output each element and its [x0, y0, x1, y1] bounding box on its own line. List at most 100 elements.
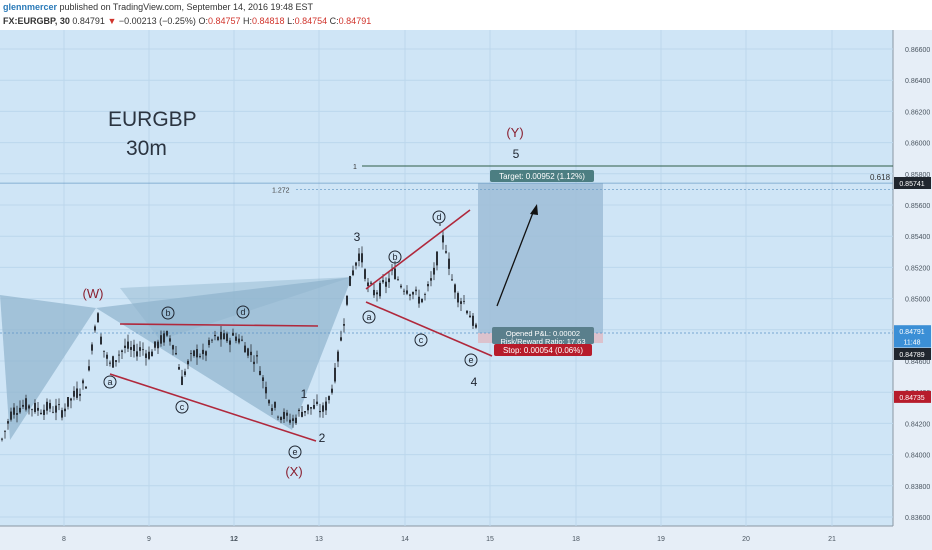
candle-body [4, 430, 6, 432]
chart-header: glennmercer published on TradingView.com… [0, 0, 932, 30]
price-tick-label: 0.85800 [905, 172, 930, 179]
price-tick-label: 0.85600 [905, 203, 930, 210]
candle-body [292, 418, 294, 421]
symbol-label[interactable]: FX:EURGBP, 30 [3, 16, 70, 26]
trendlines[interactable] [109, 204, 538, 442]
wave-letter: c [180, 402, 185, 412]
candle-body [97, 313, 99, 323]
wave-X-label: (X) [285, 464, 302, 479]
candle-body [313, 404, 315, 409]
candle-body [91, 344, 93, 351]
wave-1-label: 1 [301, 387, 308, 401]
candle-body [226, 333, 228, 342]
candle-body [352, 270, 354, 276]
candle-body [196, 349, 198, 358]
candle-body [151, 351, 153, 357]
candle-body [400, 285, 402, 288]
candle-body [430, 278, 432, 281]
time-tick-label: 15 [486, 536, 494, 543]
candle-body [130, 347, 132, 350]
price-change: −0.00213 (−0.25%) [118, 16, 196, 26]
candle-body [295, 417, 297, 424]
candle-body [31, 409, 33, 411]
candle-body [61, 410, 63, 418]
candle-body [223, 333, 225, 340]
time-tick-label: 19 [657, 536, 665, 543]
candle-body [277, 416, 279, 418]
target-label: Target: 0.00952 (1.12%) [499, 172, 585, 181]
publish-info: glennmercer published on TradingView.com… [3, 2, 313, 13]
wave-W-label: (W) [83, 286, 104, 301]
price-tick-label: 0.86000 [905, 141, 930, 148]
price-tick-label: 0.86200 [905, 109, 930, 116]
target-zone [478, 183, 603, 333]
pattern-triangle [0, 295, 96, 440]
candle-body [214, 334, 216, 337]
open-value: 0.84757 [207, 16, 241, 26]
price-tick-label: 0.84000 [905, 453, 930, 460]
wave-circle [236, 305, 250, 319]
candle-body [220, 331, 222, 340]
candle-body [325, 401, 327, 411]
candle-body [88, 366, 90, 371]
candle-body [322, 405, 324, 412]
candle-body [427, 284, 429, 287]
candle-body [370, 282, 372, 284]
close-label: C: [329, 16, 339, 26]
candle-body [253, 361, 255, 365]
price-tick-label: 0.85400 [905, 234, 930, 241]
author-link[interactable]: glennmercer [3, 2, 58, 12]
candle-body [25, 398, 27, 410]
candle-body [208, 340, 210, 346]
projection-arrow [496, 209, 535, 307]
candle-body [100, 336, 102, 345]
candle-body [349, 275, 351, 286]
candle-body [367, 282, 369, 287]
candle-body [271, 408, 273, 411]
candle-body [238, 338, 240, 343]
long-position-tool[interactable]: Target: 0.00952 (1.12%) Opened P&L: 0.000… [0, 170, 893, 356]
candle-body [199, 356, 201, 358]
candle-body [1, 438, 3, 440]
wave-Y-label: (Y) [506, 125, 523, 140]
candle-body [10, 411, 12, 420]
candle-body [373, 289, 375, 296]
candle-body [385, 281, 387, 287]
candle-body [448, 258, 450, 269]
candle-body [211, 339, 213, 341]
candle-body [172, 345, 174, 350]
price-axis[interactable] [893, 30, 932, 526]
candle-body [250, 351, 252, 356]
trendline [365, 209, 471, 290]
candle-body [28, 405, 30, 409]
time-axis[interactable] [0, 526, 932, 550]
candle-body [163, 333, 165, 343]
chart-title-symbol: EURGBP [108, 108, 197, 131]
trendline [109, 373, 317, 442]
wave-circle [175, 400, 189, 414]
wave-letter: d [240, 307, 245, 317]
candle-body [376, 292, 378, 295]
candle-body [274, 401, 276, 408]
candle-body [64, 408, 66, 412]
candle-body [133, 344, 135, 352]
wave-2-label: 2 [319, 431, 326, 445]
candle-body [94, 326, 96, 331]
candle-body [76, 388, 78, 398]
price-chart[interactable]: Target: 0.00952 (1.12%) Opened P&L: 0.000… [0, 30, 932, 550]
candle-body [70, 398, 72, 401]
wave-4-label: 4 [471, 375, 478, 389]
candle-body [13, 407, 15, 415]
time-tick-label: 20 [742, 536, 750, 543]
fib-extension[interactable]: 1 1.272 0.618 [0, 164, 893, 194]
candle-body [358, 253, 360, 262]
candle-body [193, 350, 195, 356]
candle-body [403, 290, 405, 292]
wave-circle [388, 250, 402, 264]
trendline [119, 323, 319, 327]
projection-arrowhead [530, 204, 538, 215]
candle-body [169, 338, 171, 342]
price-badge-label: 11:48 [904, 340, 921, 347]
candle-body [466, 310, 468, 314]
candle-body [289, 419, 291, 423]
